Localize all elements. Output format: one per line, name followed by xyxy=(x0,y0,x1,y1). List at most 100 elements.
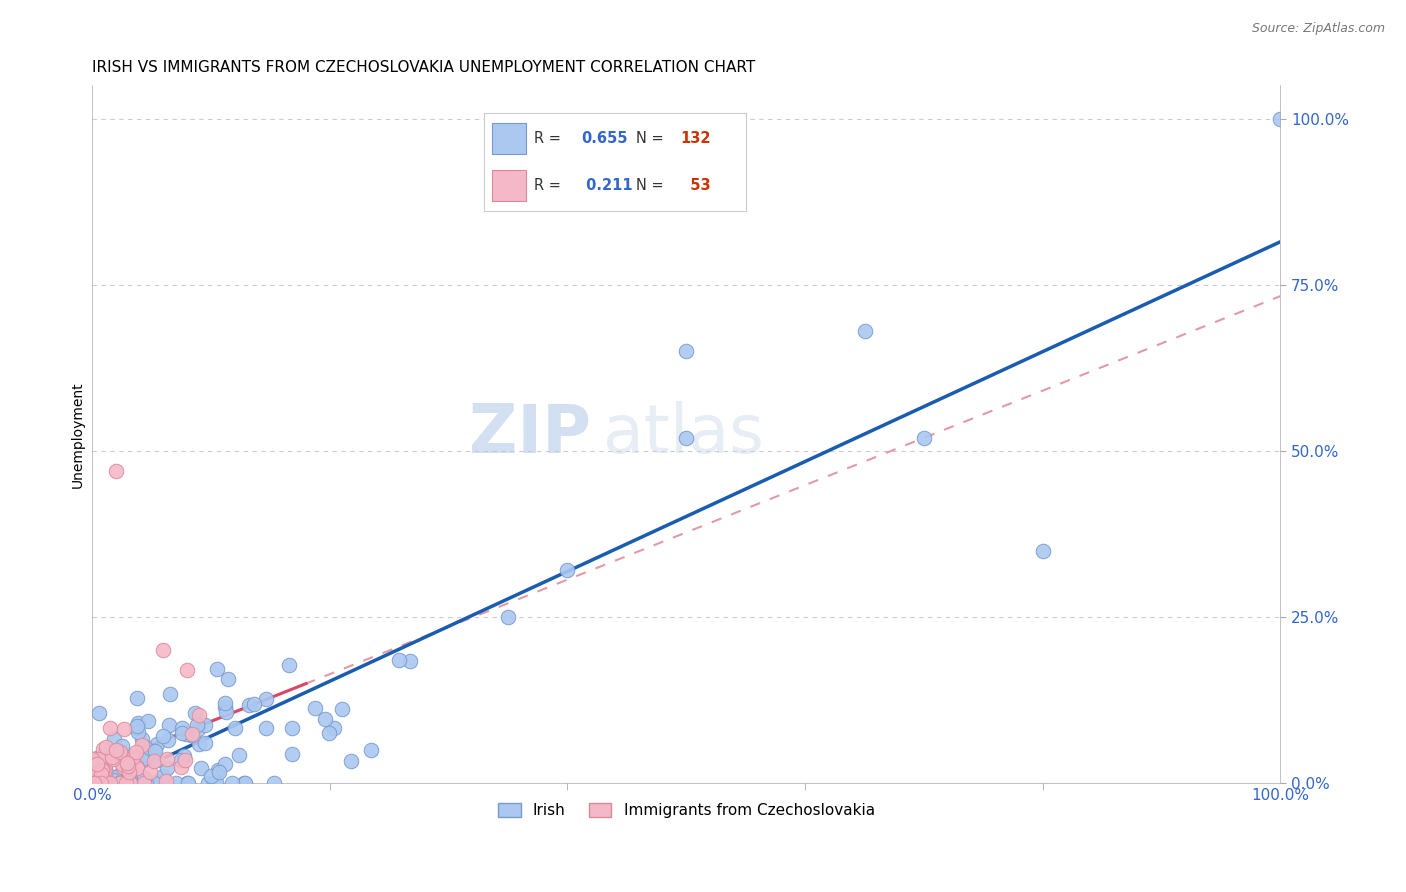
Point xyxy=(90,776,112,790)
Point xyxy=(131,732,153,747)
Point xyxy=(108,745,131,759)
Point xyxy=(139,776,162,790)
Point xyxy=(104,464,127,478)
Point xyxy=(97,776,120,790)
Point xyxy=(148,773,170,788)
Point xyxy=(108,776,131,790)
Point xyxy=(232,776,254,790)
Point xyxy=(90,753,112,767)
Point xyxy=(97,776,120,790)
Y-axis label: Unemployment: Unemployment xyxy=(72,381,86,488)
Point xyxy=(254,721,277,735)
Point xyxy=(1270,112,1292,126)
Point xyxy=(82,776,104,790)
Point xyxy=(263,776,285,790)
Point xyxy=(82,765,104,780)
Point xyxy=(86,751,108,765)
Point xyxy=(207,662,229,676)
Point xyxy=(94,752,117,766)
Point xyxy=(235,776,257,790)
Point xyxy=(190,761,212,775)
Point xyxy=(221,776,243,790)
Point xyxy=(188,737,211,751)
Legend: Irish, Immigrants from Czechoslovakia: Irish, Immigrants from Czechoslovakia xyxy=(492,797,882,824)
Point xyxy=(360,743,382,757)
Point xyxy=(112,776,135,790)
Point xyxy=(173,753,195,767)
Point xyxy=(83,776,105,790)
Point xyxy=(152,643,174,657)
Point xyxy=(205,774,228,789)
Point xyxy=(89,772,111,786)
Point xyxy=(184,706,207,720)
Point xyxy=(194,717,217,731)
Point xyxy=(134,740,156,755)
Point xyxy=(173,749,195,764)
Point xyxy=(132,776,155,790)
Point xyxy=(304,700,326,714)
Point xyxy=(238,698,260,713)
Point xyxy=(142,776,165,790)
Point xyxy=(142,744,165,758)
Point xyxy=(108,776,131,790)
Point xyxy=(122,750,145,764)
Point xyxy=(388,653,411,667)
Point xyxy=(135,742,157,756)
Point xyxy=(87,776,110,790)
Point xyxy=(139,776,162,790)
Point xyxy=(200,769,222,783)
Point xyxy=(111,739,134,754)
Point xyxy=(156,761,179,775)
Point xyxy=(180,728,202,742)
Point xyxy=(152,730,174,744)
Point xyxy=(111,760,134,774)
Point xyxy=(152,769,174,783)
Point xyxy=(103,732,125,747)
Point xyxy=(281,721,304,735)
Point xyxy=(318,725,340,739)
Point xyxy=(89,755,111,769)
Point xyxy=(243,697,266,711)
Point xyxy=(100,776,122,790)
Text: atlas: atlas xyxy=(603,401,763,467)
Point xyxy=(127,725,149,739)
Point xyxy=(156,752,179,766)
Point xyxy=(93,776,115,790)
Point xyxy=(107,769,129,783)
Point xyxy=(83,776,105,790)
Point xyxy=(496,610,519,624)
Point xyxy=(103,772,125,787)
Point xyxy=(214,757,236,772)
Point xyxy=(170,721,193,735)
Point xyxy=(181,727,204,741)
Point xyxy=(207,763,229,777)
Point xyxy=(314,712,336,726)
Text: IRISH VS IMMIGRANTS FROM CZECHOSLOVAKIA UNEMPLOYMENT CORRELATION CHART: IRISH VS IMMIGRANTS FROM CZECHOSLOVAKIA … xyxy=(93,60,755,75)
Point xyxy=(142,754,165,768)
Point xyxy=(131,738,153,752)
Point xyxy=(322,721,344,735)
Point xyxy=(87,776,110,790)
Point xyxy=(127,716,149,731)
Point xyxy=(127,763,149,777)
Point xyxy=(93,772,115,787)
Point xyxy=(202,776,225,790)
Point xyxy=(97,776,120,790)
Point xyxy=(83,761,105,775)
Point xyxy=(176,663,198,677)
Point xyxy=(101,774,124,789)
Text: Source: ZipAtlas.com: Source: ZipAtlas.com xyxy=(1251,22,1385,36)
Point xyxy=(340,754,363,768)
Point xyxy=(170,726,193,740)
Point xyxy=(117,759,139,773)
Point xyxy=(93,764,115,779)
Point xyxy=(84,776,107,790)
Point xyxy=(170,753,193,767)
Point xyxy=(214,696,236,710)
Point xyxy=(90,763,112,777)
Point xyxy=(128,776,150,790)
Point xyxy=(136,714,159,728)
Point xyxy=(675,431,697,445)
Point xyxy=(187,722,209,736)
Point xyxy=(1032,543,1054,558)
